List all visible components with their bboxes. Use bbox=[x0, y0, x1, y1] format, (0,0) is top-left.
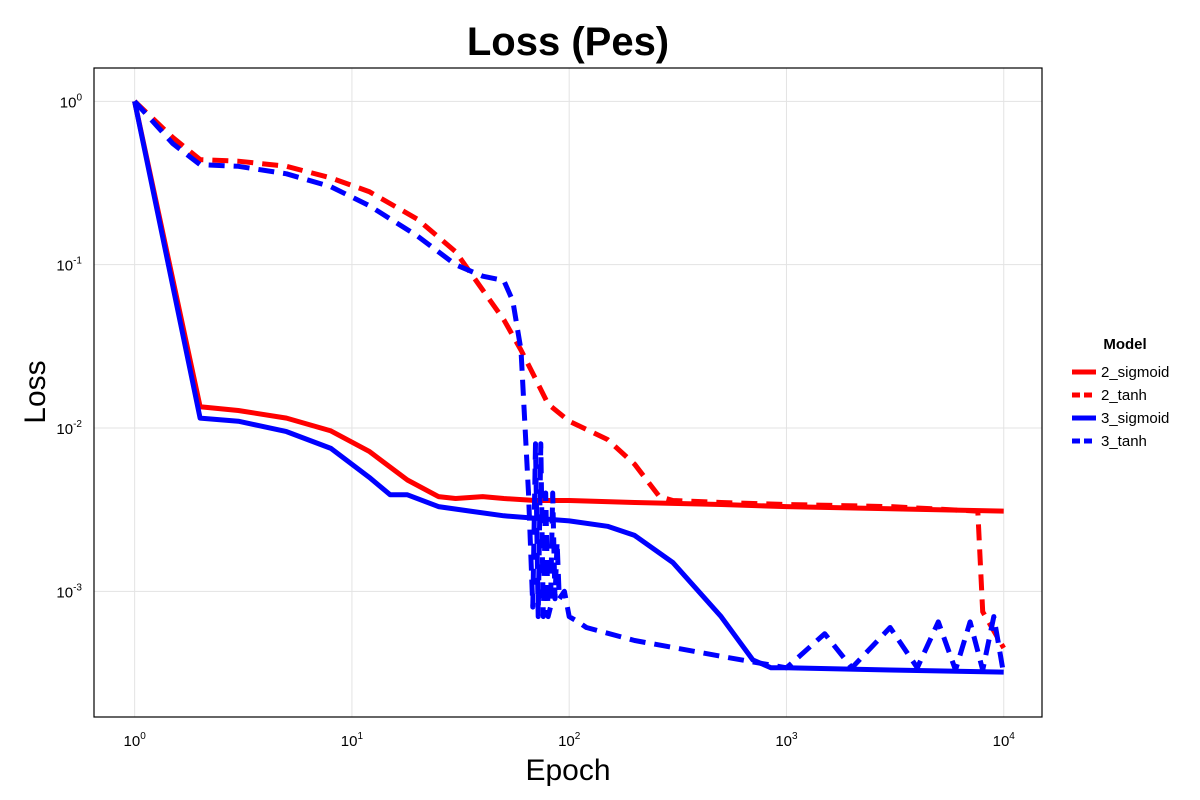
x-tick-label-base: 10 bbox=[124, 733, 141, 750]
y-tick-label-0: 100 bbox=[60, 92, 83, 111]
x-tick-label-exponent: 4 bbox=[1009, 731, 1015, 742]
x-tick-label-exponent: 0 bbox=[140, 731, 146, 742]
series-line-3_tanh bbox=[132, 99, 1007, 675]
legend-title: Model bbox=[1103, 336, 1146, 353]
series-line-2_tanh bbox=[132, 99, 1006, 650]
y-tick-label-exponent: 0 bbox=[76, 92, 82, 103]
x-tick-label-exponent: 2 bbox=[575, 731, 581, 742]
x-tick-label-0: 100 bbox=[124, 731, 147, 750]
x-tick-labels: 100 101 102 103 104 bbox=[124, 731, 1016, 750]
y-axis-label: Loss bbox=[19, 360, 52, 423]
x-tick-label-exponent: 3 bbox=[792, 731, 798, 742]
x-tick-label-exponent: 1 bbox=[357, 731, 363, 742]
y-tick-label-exponent: -2 bbox=[73, 419, 82, 430]
y-tick-label-1: 10-1 bbox=[56, 256, 82, 275]
y-tick-label-base: 10 bbox=[56, 258, 73, 275]
x-tick-label-base: 10 bbox=[558, 733, 575, 750]
x-tick-label-base: 10 bbox=[341, 733, 358, 750]
x-axis-label: Epoch bbox=[525, 754, 610, 787]
y-tick-label-base: 10 bbox=[56, 421, 73, 438]
legend-label-3_sigmoid: 3_sigmoid bbox=[1101, 410, 1169, 427]
chart-title: Loss (Pes) bbox=[467, 20, 669, 64]
series-layer bbox=[132, 99, 1007, 675]
legend-label-3_tanh: 3_tanh bbox=[1101, 433, 1147, 450]
grid-lines bbox=[94, 68, 1042, 717]
plot-frame bbox=[93, 67, 1043, 718]
y-tick-label-base: 10 bbox=[60, 94, 77, 111]
y-tick-label-base: 10 bbox=[56, 584, 73, 601]
legend-label-2_tanh: 2_tanh bbox=[1101, 387, 1147, 404]
y-tick-label-exponent: -1 bbox=[73, 256, 82, 267]
x-tick-label-4: 104 bbox=[993, 731, 1016, 750]
y-tick-label-2: 10-2 bbox=[56, 419, 82, 438]
y-tick-label-3: 10-3 bbox=[56, 582, 82, 601]
x-tick-label-base: 10 bbox=[993, 733, 1010, 750]
y-tick-label-exponent: -3 bbox=[73, 582, 82, 593]
x-tick-label-2: 102 bbox=[558, 731, 581, 750]
x-tick-label-1: 101 bbox=[341, 731, 364, 750]
legend: Model 2_sigmoid 2_tanh 3_sigmoid 3_tanh bbox=[1072, 336, 1169, 450]
x-tick-label-3: 103 bbox=[775, 731, 798, 750]
legend-label-2_sigmoid: 2_sigmoid bbox=[1101, 364, 1169, 381]
x-tick-label-base: 10 bbox=[775, 733, 792, 750]
